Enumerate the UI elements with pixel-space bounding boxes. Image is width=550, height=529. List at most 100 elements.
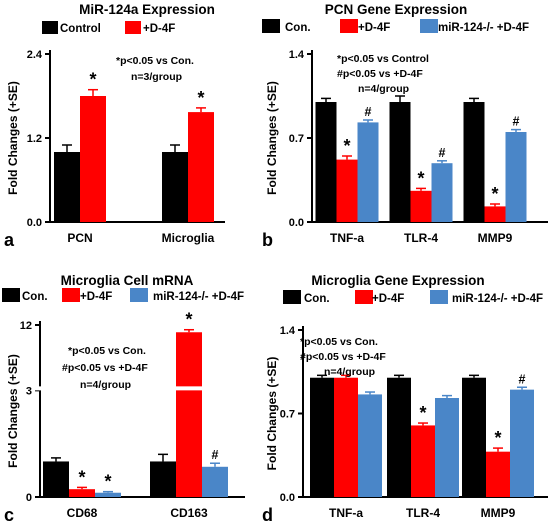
stat-annotation: #p<0.05 vs +D-4F	[300, 351, 386, 363]
bar	[435, 397, 459, 497]
y-axis-label: Fold Changes (+SE)	[265, 81, 279, 195]
y-tick-label: 3	[26, 385, 32, 397]
y-tick-label: 0.0	[27, 217, 42, 229]
stat-annotation: n=3/group	[131, 71, 182, 83]
legend-label: +D-4F	[358, 22, 390, 34]
stat-annotation: n=4/group	[358, 83, 409, 95]
bar	[80, 96, 106, 222]
legend-swatch	[340, 19, 358, 33]
y-tick-label: 1.4	[280, 325, 296, 337]
legend-swatch	[130, 288, 148, 302]
significance-mark: *	[494, 428, 501, 448]
panel-letter: b	[262, 230, 273, 250]
x-tick-label: PCN	[67, 231, 92, 245]
chart-title: Microglia Cell mRNA	[61, 273, 194, 288]
significance-mark: *	[197, 88, 204, 108]
stat-annotation: n=4/group	[324, 366, 375, 378]
stat-annotation: *p<0.05 vs Con.	[68, 345, 146, 357]
significance-mark: #	[513, 115, 520, 129]
legend-swatch	[430, 290, 448, 304]
significance-mark: *	[343, 136, 350, 156]
x-tick-label: TNF-a	[330, 231, 364, 245]
panel-letter: c	[4, 505, 14, 525]
significance-mark: #	[519, 372, 526, 386]
stat-annotation: *p<0.05 vs Con.	[116, 55, 194, 67]
x-tick-label: TNF-a	[329, 506, 363, 520]
chart-title: Microglia Gene Expression	[311, 273, 484, 288]
stat-annotation: *p<0.05 vs Control	[337, 53, 429, 65]
bar	[188, 112, 214, 222]
stat-annotation: #p<0.05 vs +D-4F	[62, 362, 148, 374]
legend-swatch	[2, 288, 20, 302]
x-tick-label: TLR-4	[406, 506, 440, 520]
bar	[43, 461, 69, 497]
bar	[310, 377, 334, 497]
y-tick-label: 0	[26, 492, 32, 504]
legend-label: Con.	[304, 293, 330, 305]
x-tick-label: MMP9	[481, 506, 516, 520]
bar	[202, 466, 228, 497]
legend-label: +D-4F	[143, 23, 175, 35]
legend-label: +D-4F	[80, 291, 112, 303]
bar	[463, 102, 485, 222]
stat-annotation: #p<0.05 vs +D-4F	[337, 68, 423, 80]
bar	[410, 190, 432, 222]
x-tick-label: CD163	[170, 506, 208, 520]
bar	[69, 489, 95, 497]
y-axis-label: Fold Changes (+SE)	[6, 354, 20, 468]
chart-title: MiR-124a Expression	[79, 2, 215, 17]
stat-annotation: *p<0.05 vs Con.	[300, 336, 378, 348]
significance-mark: *	[419, 403, 426, 423]
y-axis-label: Fold Changes (+SE)	[6, 81, 20, 195]
x-tick-label: MMP9	[478, 231, 513, 245]
significance-mark: *	[491, 184, 498, 204]
significance-mark: *	[104, 472, 111, 492]
legend-label: Control	[60, 23, 101, 35]
legend-swatch	[125, 21, 141, 34]
bar	[484, 206, 506, 222]
chart-title: PCN Gene Expression	[325, 2, 468, 17]
significance-mark: *	[417, 168, 424, 188]
bar	[315, 102, 337, 222]
significance-mark: #	[212, 448, 219, 462]
axis-break-gap	[33, 386, 41, 391]
y-tick-label: 2.4	[27, 49, 43, 61]
legend-label: miR-124-/- +D-4F	[438, 22, 529, 34]
y-tick-label: 1.4	[289, 49, 305, 61]
bar	[505, 132, 527, 222]
legend-swatch	[420, 19, 438, 33]
bar	[431, 163, 453, 222]
bar	[486, 451, 510, 497]
panel-letter: d	[262, 505, 273, 525]
legend-swatch	[283, 290, 301, 304]
bar	[334, 377, 358, 497]
y-tick-label: 0.0	[289, 217, 304, 229]
significance-mark: #	[439, 146, 446, 160]
legend-label: Con.	[22, 291, 48, 303]
bar-break-gap	[175, 386, 203, 391]
bar	[150, 461, 176, 497]
legend-swatch	[355, 290, 373, 304]
bar	[162, 152, 188, 222]
legend-swatch	[262, 19, 280, 33]
bar	[389, 102, 411, 222]
y-tick-label: 0.0	[280, 492, 295, 504]
bar	[387, 377, 411, 497]
bar	[358, 394, 382, 497]
x-tick-label: TLR-4	[404, 231, 438, 245]
legend-label: miR-124-/- +D-4F	[452, 293, 543, 305]
significance-mark: *	[89, 70, 96, 90]
bar	[411, 425, 435, 497]
significance-mark: *	[185, 310, 192, 330]
legend-swatch	[62, 288, 80, 302]
bar	[95, 492, 121, 497]
y-tick-label: 0.7	[280, 409, 295, 421]
bar	[462, 377, 486, 497]
bar	[176, 332, 202, 497]
x-tick-label: CD68	[67, 506, 98, 520]
legend-label: Con.	[285, 22, 311, 34]
significance-mark: *	[78, 467, 85, 487]
bar	[510, 389, 534, 497]
y-tick-label: 1.2	[27, 133, 42, 145]
